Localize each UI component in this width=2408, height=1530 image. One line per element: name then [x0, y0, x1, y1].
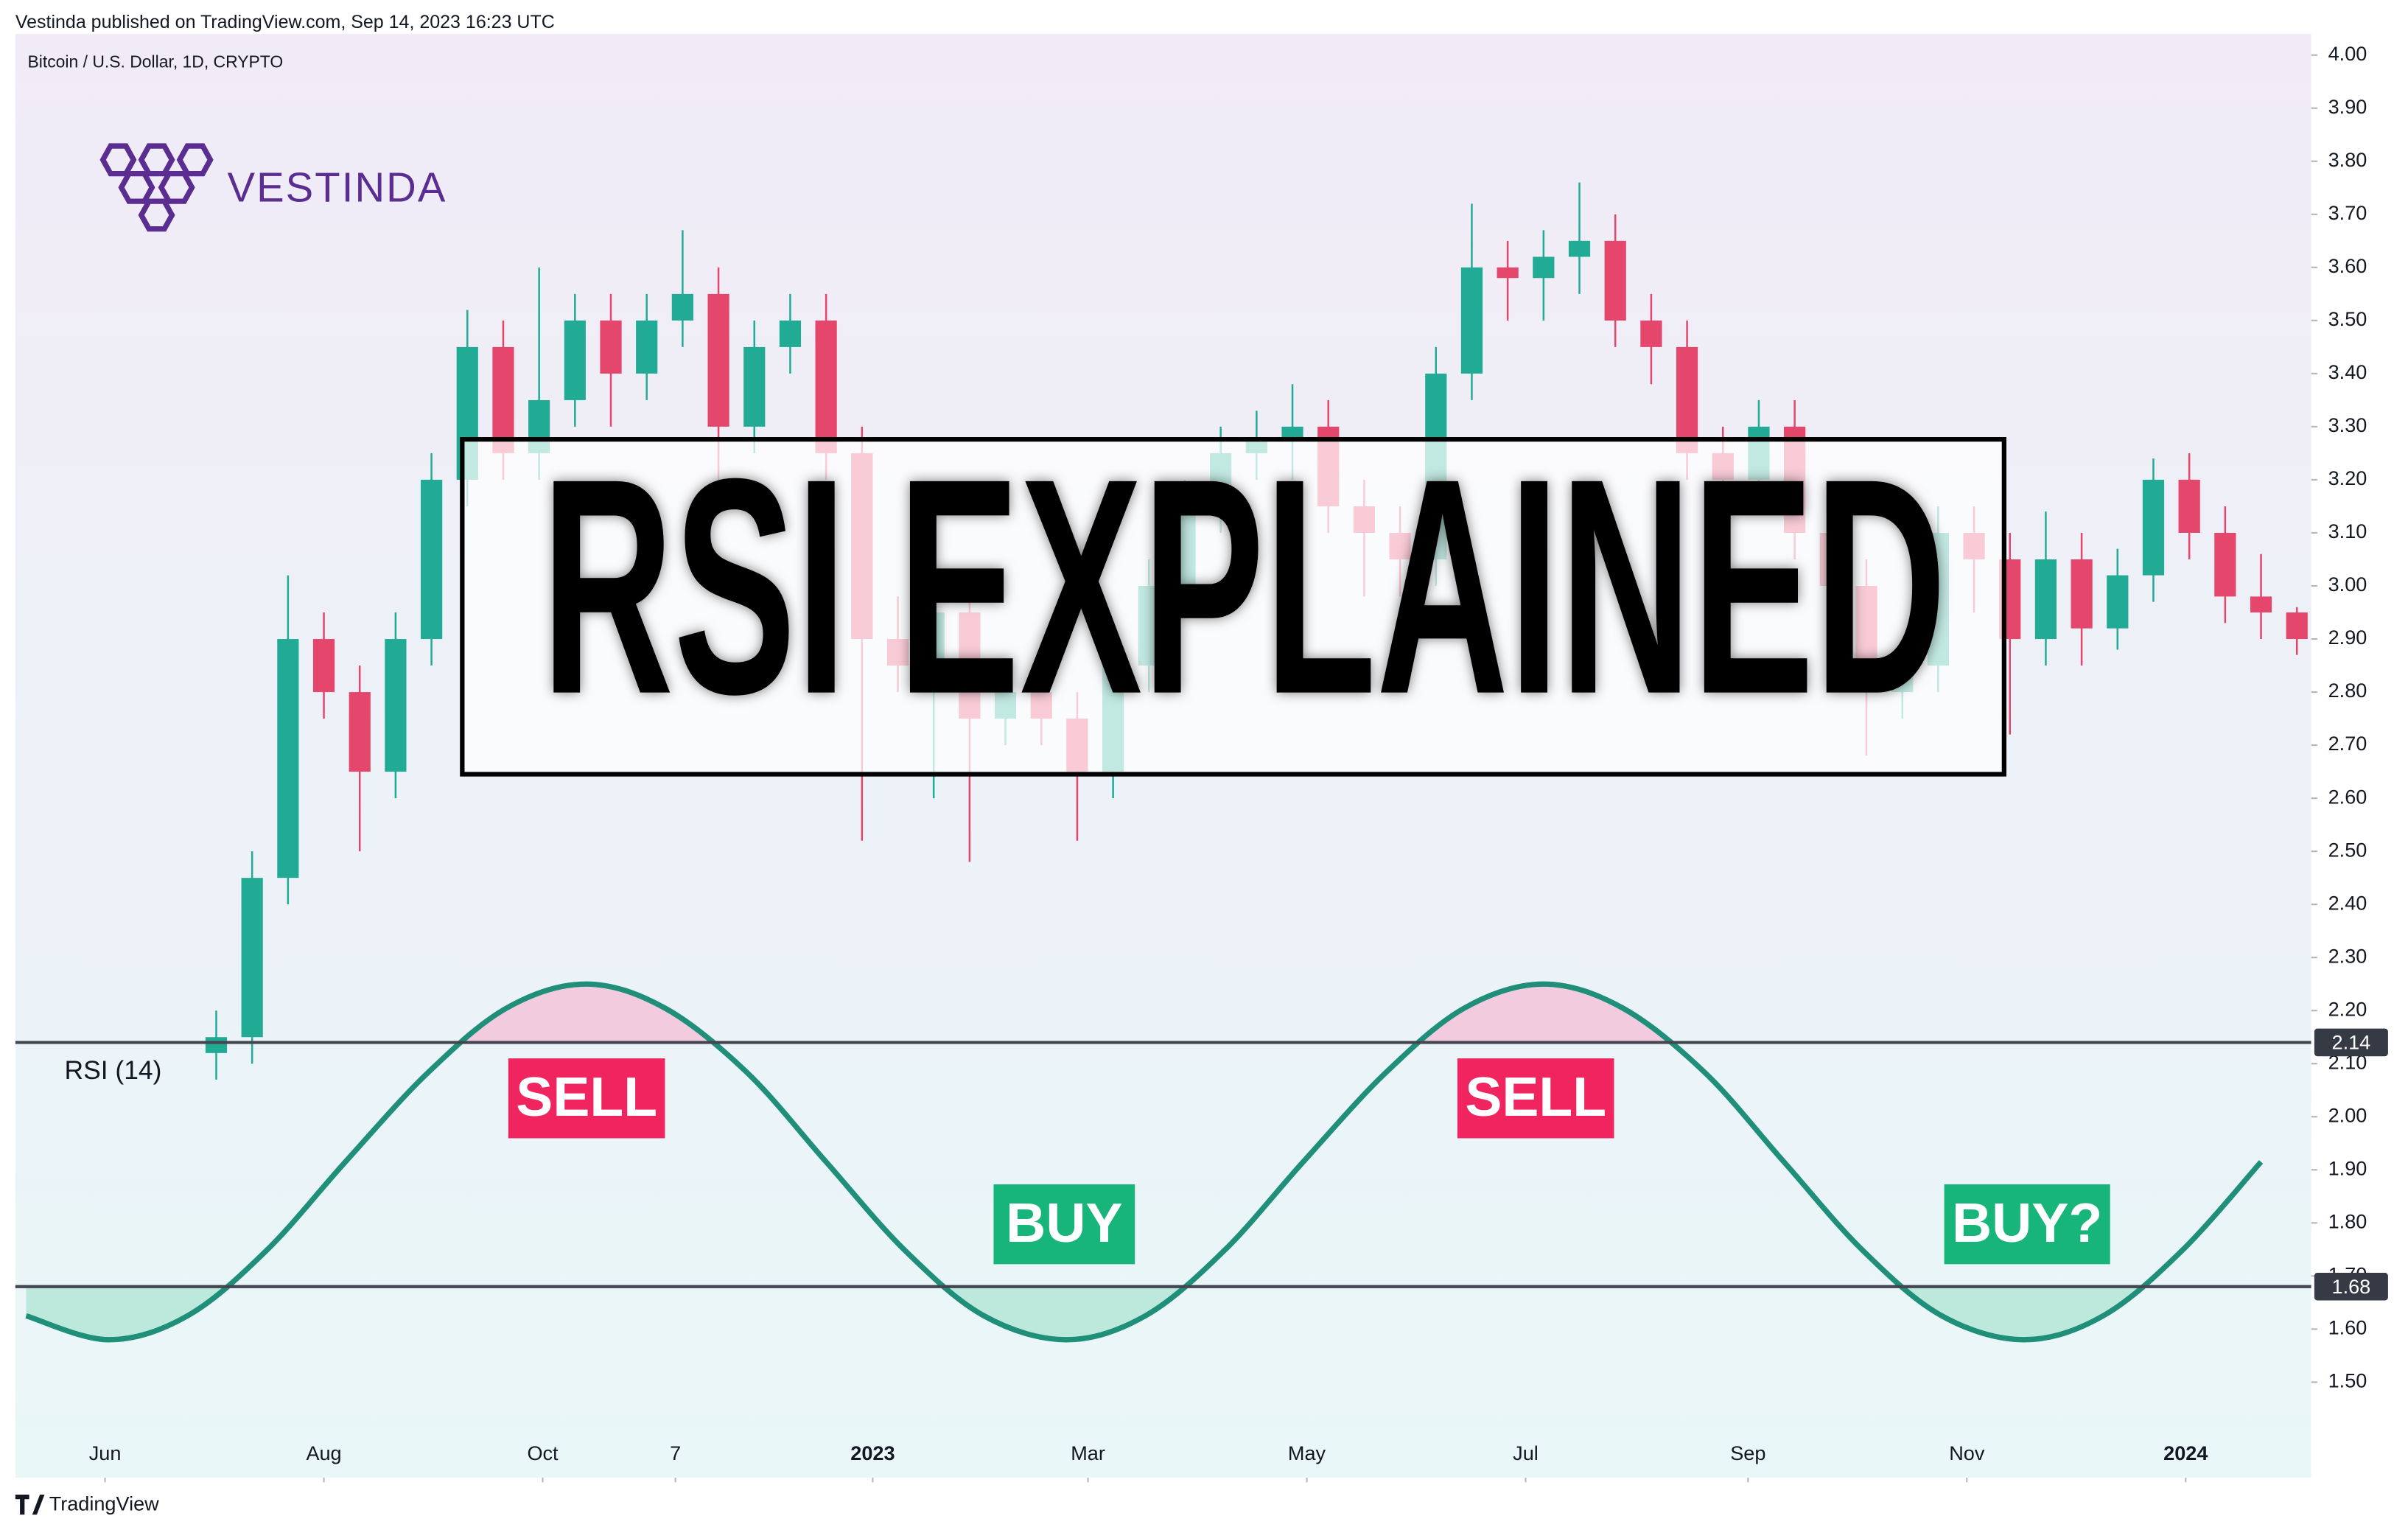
level-badge-label: 1.68 — [2332, 1275, 2371, 1298]
annotation-box — [508, 1058, 665, 1139]
rsi-line — [25, 981, 2264, 1343]
y-tick-label: 1.50 — [2328, 1369, 2367, 1392]
candle-body — [815, 320, 837, 453]
level-badge — [2314, 1028, 2388, 1057]
x-tick-label: 7 — [670, 1442, 681, 1464]
y-tick-label: 1.90 — [2328, 1156, 2367, 1179]
annotation-box — [993, 1184, 1135, 1265]
x-tick-label: Jun — [89, 1442, 122, 1464]
candle-body — [2071, 559, 2093, 629]
y-tick-label: 3.70 — [2328, 201, 2367, 224]
annotation-label: SELL — [516, 1066, 657, 1128]
candle-body — [1281, 426, 1303, 438]
candle-body — [600, 320, 622, 374]
annotation-label: BUY — [1006, 1192, 1122, 1254]
title: RSI EXPLAINED — [542, 416, 1947, 758]
y-tick-label: 1.60 — [2328, 1316, 2367, 1339]
y-tick-label: 3.90 — [2328, 95, 2367, 118]
y-tick-label: 2.70 — [2328, 732, 2367, 755]
candle-body — [385, 639, 407, 772]
candle-body — [2142, 479, 2165, 576]
level-badge — [2314, 1273, 2388, 1301]
y-tick-label: 3.30 — [2328, 413, 2367, 436]
y-tick-label: 4.00 — [2328, 42, 2367, 65]
logo-icon — [99, 143, 214, 232]
y-tick-label: 2.60 — [2328, 785, 2367, 808]
x-tick-label: 2023 — [850, 1442, 895, 1464]
rsi-layer — [15, 981, 2311, 1343]
footer-brand: TradingView — [49, 1492, 159, 1515]
candle-body — [1604, 240, 1626, 321]
x-tick-label: Mar — [1071, 1442, 1105, 1464]
candle-body — [2034, 559, 2057, 640]
candle-body — [1460, 267, 1483, 374]
logo: VESTINDA — [99, 143, 447, 232]
axes-layer: 1.501.601.701.801.902.002.102.202.302.40… — [89, 42, 2367, 1483]
candle-body — [564, 320, 586, 400]
y-tick-label: 2.20 — [2328, 997, 2367, 1020]
rsi-label: RSI (14) — [65, 1055, 162, 1085]
y-tick-label: 3.20 — [2328, 467, 2367, 489]
annotation-label: SELL — [1465, 1066, 1606, 1128]
candle-body — [1676, 346, 1698, 453]
candle-body — [420, 479, 443, 640]
x-tick-label: 2024 — [2163, 1442, 2208, 1464]
candle-body — [312, 639, 335, 693]
symbol-label: Bitcoin / U.S. Dollar, 1D, CRYPTO — [28, 52, 284, 71]
price-axis-background — [2311, 0, 2408, 1498]
y-tick-label: 3.60 — [2328, 254, 2367, 277]
x-tick-label: Jul — [1513, 1442, 1539, 1464]
candle-body — [2107, 575, 2129, 629]
candle-body — [1568, 240, 1591, 257]
candle-body — [1640, 320, 1662, 347]
x-tick-label: Aug — [306, 1442, 341, 1464]
candle-body — [492, 346, 514, 453]
candle-body — [636, 320, 658, 374]
candle-body — [1497, 267, 1519, 279]
candle-body — [2250, 596, 2272, 613]
y-tick-label: 3.10 — [2328, 520, 2367, 542]
annotations-layer: SELL BUY SELL BUY? — [508, 1058, 2110, 1265]
candle-body — [241, 878, 263, 1038]
logo-text: VESTINDA — [227, 164, 447, 210]
y-tick-label: 3.50 — [2328, 307, 2367, 330]
overbought-fill — [460, 984, 1672, 1043]
title-box — [460, 437, 2006, 777]
footer-icon — [15, 1494, 45, 1515]
candle-body — [2178, 479, 2200, 533]
footer: TradingView — [15, 1492, 159, 1515]
candle-body — [2286, 612, 2308, 640]
x-tick-label: Nov — [1949, 1442, 1985, 1464]
level-badge-label: 2.14 — [2332, 1031, 2371, 1054]
candle-body — [779, 320, 802, 347]
y-tick-label: 1.80 — [2328, 1209, 2367, 1232]
y-tick-label: 2.80 — [2328, 679, 2367, 702]
annotation-box — [1944, 1184, 2110, 1265]
candle-body — [2214, 532, 2236, 597]
oversold-fill — [26, 1286, 2143, 1340]
y-tick-label: 2.00 — [2328, 1103, 2367, 1126]
y-tick-label: 3.80 — [2328, 148, 2367, 171]
annotation-label: BUY? — [1952, 1192, 2102, 1254]
candle-body — [1533, 256, 1555, 279]
candle-body — [671, 293, 693, 321]
candle-body — [205, 1037, 228, 1053]
y-tick-label: 2.40 — [2328, 891, 2367, 914]
x-tick-label: May — [1288, 1442, 1326, 1464]
publisher-line: Vestinda published on TradingView.com, S… — [15, 12, 555, 32]
y-tick-label: 2.50 — [2328, 838, 2367, 861]
candle-body — [743, 346, 766, 427]
x-tick-label: Sep — [1730, 1442, 1765, 1464]
candle-body — [349, 692, 371, 772]
annotation-box — [1457, 1058, 1614, 1139]
y-tick-label: 3.40 — [2328, 360, 2367, 383]
y-tick-label: 3.00 — [2328, 573, 2367, 595]
candle-body — [707, 293, 729, 427]
y-tick-label: 2.90 — [2328, 626, 2367, 649]
x-tick-label: Oct — [527, 1442, 559, 1464]
candle-body — [277, 639, 299, 878]
y-tick-label: 2.30 — [2328, 944, 2367, 967]
